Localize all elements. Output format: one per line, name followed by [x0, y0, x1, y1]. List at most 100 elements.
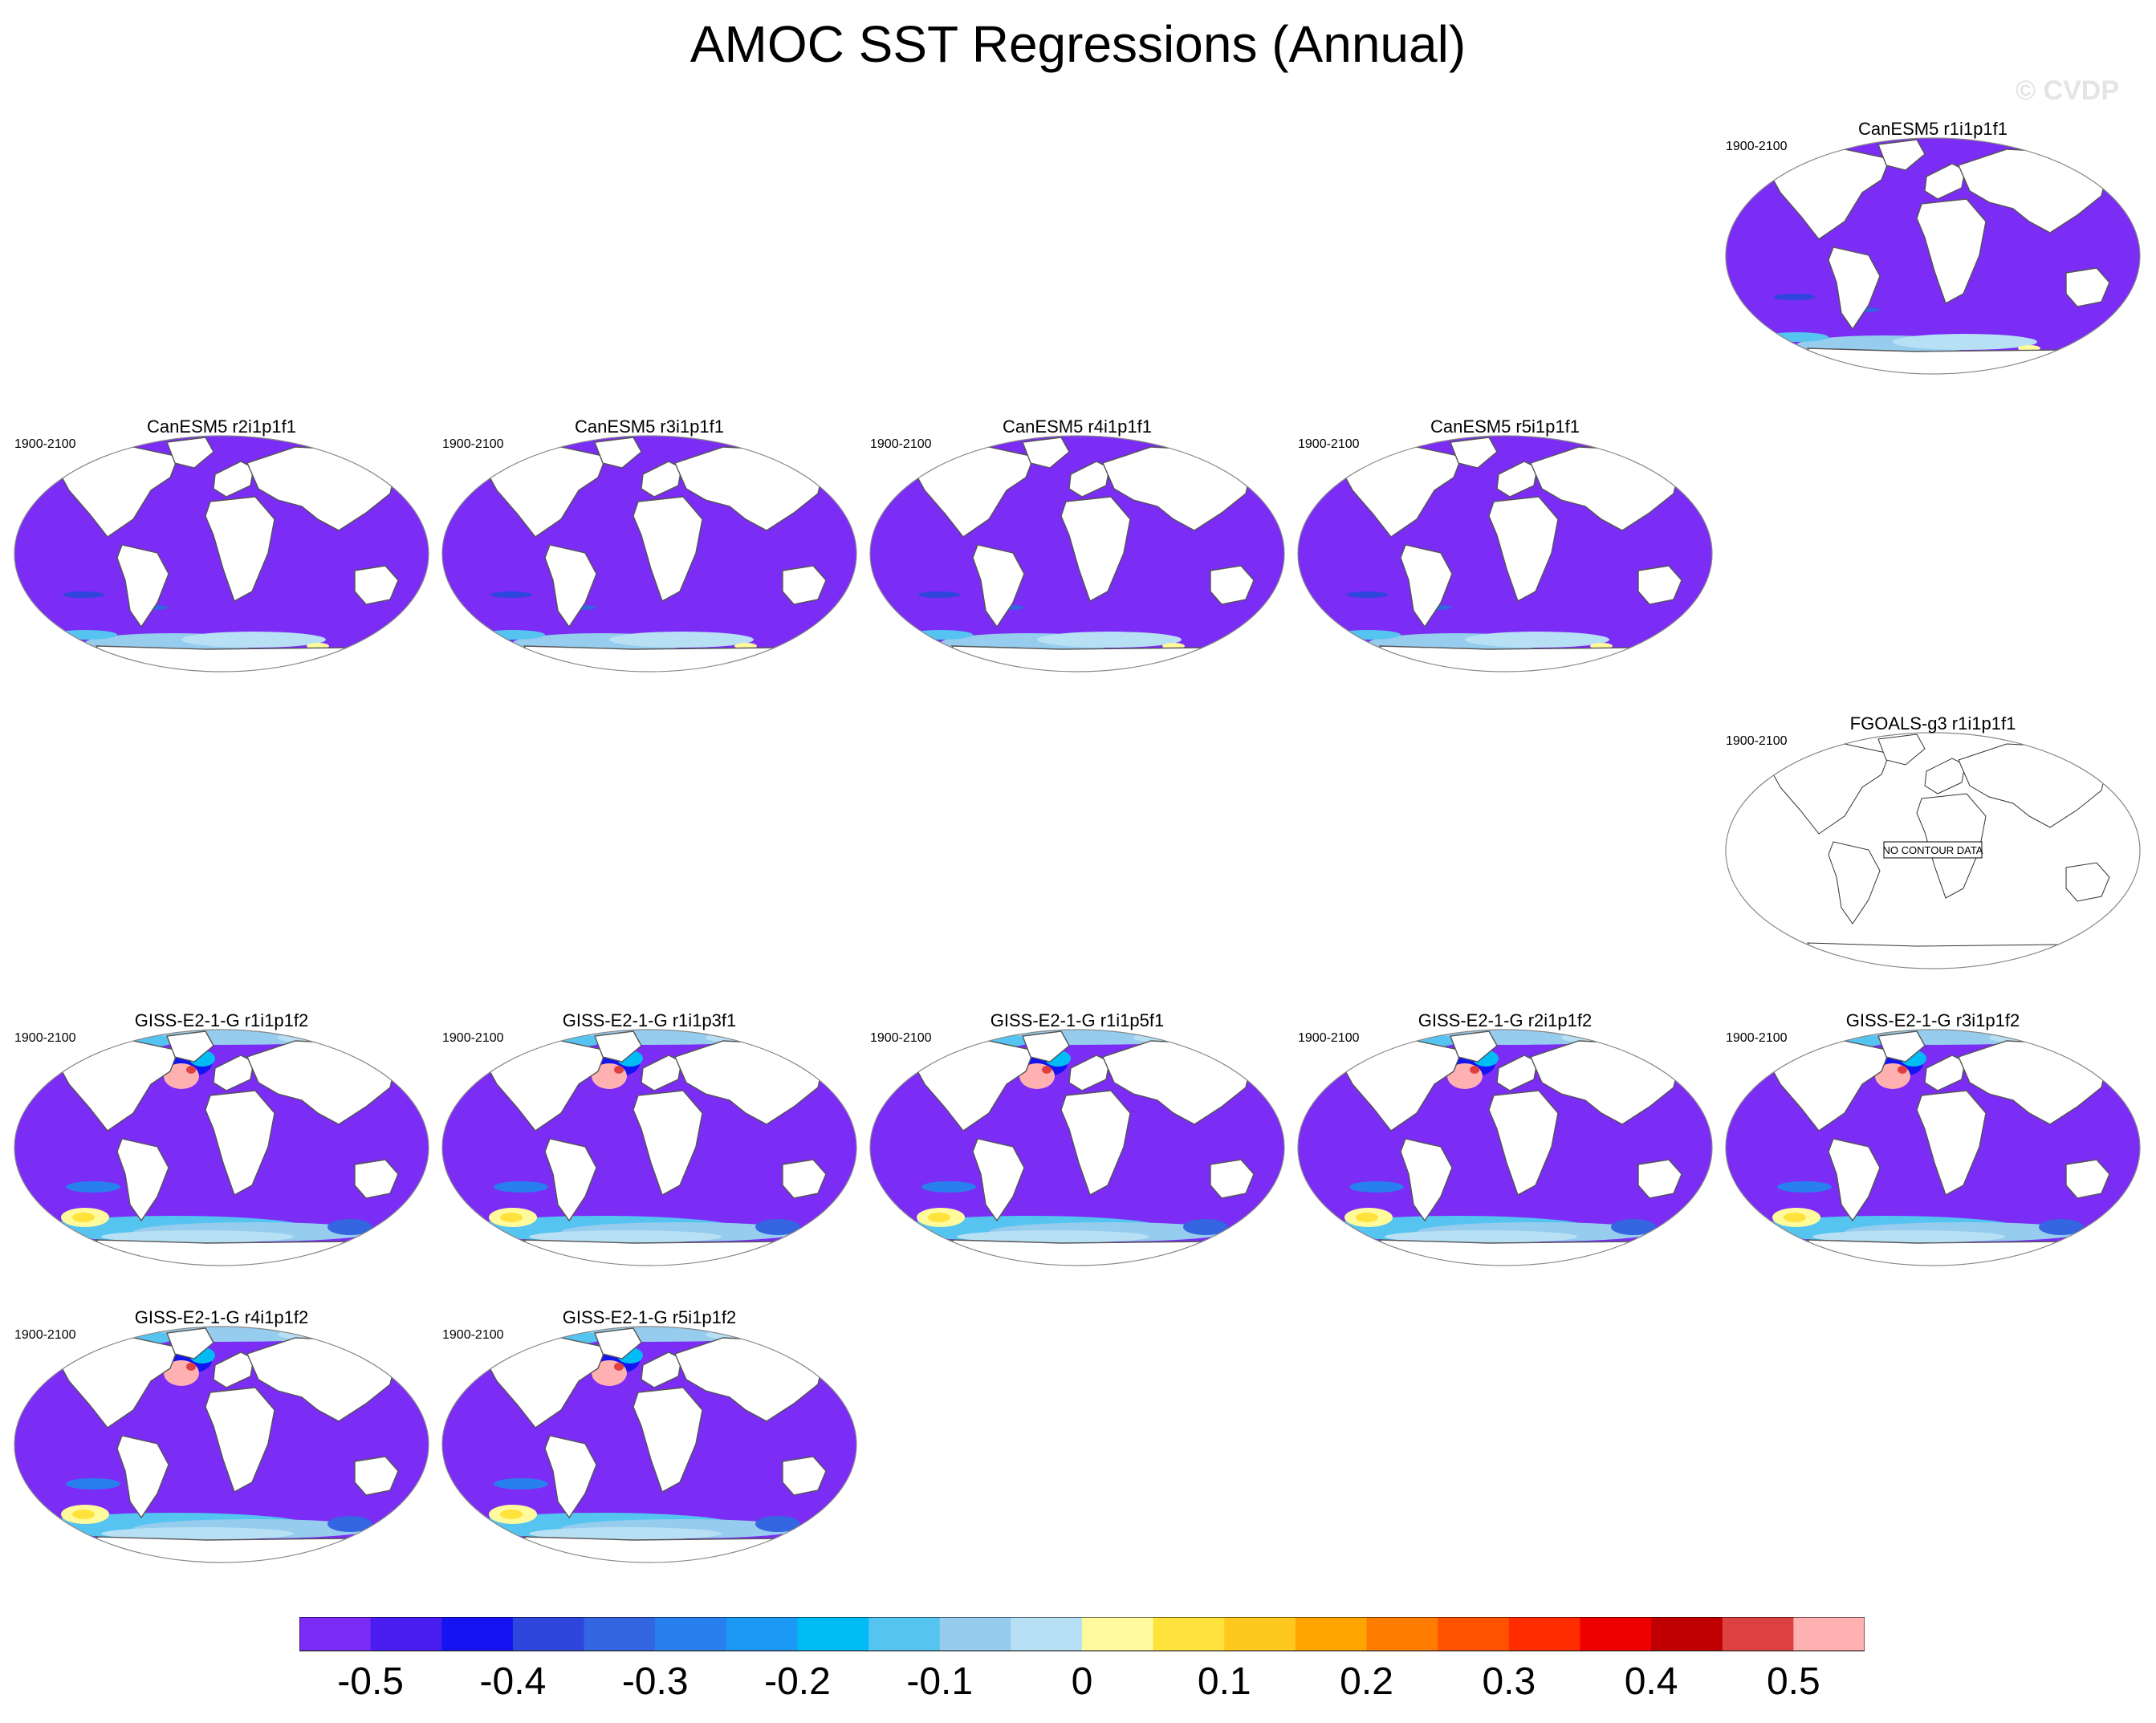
- panel-period: 1900-2100: [14, 1031, 76, 1045]
- land-australia: [354, 565, 399, 605]
- land-australia: [1210, 1159, 1255, 1199]
- sst-anomaly-south-pacific: [1349, 1181, 1404, 1193]
- sst-anomaly-southern-ocean: [1893, 334, 2037, 350]
- land-antarctica: [523, 1239, 819, 1266]
- panel-title: GISS-E2-1-G r2i1p1f2: [1418, 1010, 1593, 1030]
- map-border: [441, 1029, 857, 1266]
- panel-title: GISS-E2-1-G r1i1p1f2: [134, 1010, 309, 1030]
- land-europe: [1924, 758, 1966, 794]
- land-antarctica: [1807, 942, 2102, 969]
- sst-anomaly-south-pacific: [1356, 1213, 1378, 1222]
- land-greenland: [594, 1327, 642, 1359]
- sst-anomaly-north-atlantic-warming: [186, 1363, 196, 1371]
- land-antarctica: [950, 1239, 1247, 1266]
- land-greenland: [1877, 1030, 1926, 1063]
- land-south-america: [116, 1435, 169, 1519]
- map-border: [1725, 732, 2141, 969]
- land-north-america: [486, 1337, 607, 1428]
- sst-anomaly-arctic: [77, 1030, 366, 1045]
- map-content: [1748, 1030, 2110, 1266]
- world-map-plot: [14, 435, 429, 673]
- sst-anomaly-north-atlantic-warming: [1898, 1066, 1907, 1074]
- land-antarctica: [95, 1536, 391, 1562]
- land-antarctica: [1378, 645, 1674, 672]
- land-antarctica: [1806, 347, 2102, 374]
- land-europe: [213, 1351, 254, 1388]
- sst-anomaly-south-pacific: [66, 1478, 120, 1489]
- land-antarctica: [523, 645, 819, 672]
- colorbar-tick-label: 0.1: [1198, 1660, 1251, 1703]
- colorbar-tick-label: 0.2: [1340, 1660, 1393, 1703]
- colorbar-bin: [1580, 1617, 1652, 1651]
- map-panel: GISS-E2-1-G r1i1p1f2 1900-2100: [13, 1010, 430, 1275]
- land-greenland: [166, 1327, 214, 1359]
- map-content: [1320, 1030, 1682, 1266]
- land-antarctica: [1806, 1239, 2102, 1266]
- sst-anomaly-south-pacific: [500, 1510, 523, 1519]
- colorbar: -0.5 -0.4 -0.3 -0.2 -0.1 0 0.1 0.2 0.3 0.4 0.5: [299, 1617, 1865, 1709]
- world-map-plot: [869, 435, 1285, 673]
- sst-anomaly-south-pacific: [500, 1213, 523, 1222]
- sst-anomaly-arctic: [933, 1030, 1222, 1045]
- colorbar-bin: [1508, 1617, 1580, 1651]
- map-content: [465, 1030, 827, 1266]
- land-south-america: [1400, 544, 1453, 628]
- land-australia: [782, 1456, 827, 1496]
- sst-anomaly-southern-ocean: [481, 630, 545, 640]
- land-africa: [633, 1387, 703, 1493]
- panel-period: 1900-2100: [1298, 437, 1360, 451]
- world-map-plot: [1297, 1029, 1713, 1266]
- colorbar-bin: [370, 1617, 442, 1651]
- sst-anomaly-southern-ocean: [1764, 332, 1829, 342]
- colorbar-bin: [655, 1617, 727, 1651]
- land-greenland: [1450, 1030, 1498, 1063]
- map-panel: CanESM5 r2i1p1f1 1900-2100: [13, 417, 430, 681]
- land-greenland: [1450, 437, 1498, 469]
- panel-title: GISS-E2-1-G r3i1p1f2: [1845, 1010, 2020, 1030]
- sst-anomaly-arctic: [505, 1327, 794, 1342]
- land-africa: [1060, 496, 1131, 603]
- sst-anomaly-southern-ocean: [1037, 632, 1182, 648]
- map-content: [1770, 733, 2110, 969]
- sst-anomaly-south-pacific: [327, 1219, 372, 1235]
- panel-title: GISS-E2-1-G r5i1p1f2: [562, 1307, 737, 1327]
- land-north-america: [59, 1040, 179, 1132]
- sst-anomaly-south-pacific: [72, 1510, 95, 1519]
- map-border: [14, 435, 429, 673]
- panel-period: 1900-2100: [14, 437, 76, 451]
- land-africa: [1488, 496, 1559, 603]
- land-south-america: [1828, 246, 1881, 331]
- land-north-america: [1770, 1040, 1890, 1132]
- land-europe: [641, 1055, 682, 1091]
- sst-anomaly-south-pacific: [918, 591, 960, 598]
- land-africa: [1488, 1090, 1559, 1197]
- panel-period: 1900-2100: [870, 1031, 932, 1045]
- colorbar-tick-label: 0: [1072, 1660, 1093, 1703]
- map-border: [14, 1326, 429, 1563]
- sst-anomaly-south-pacific: [1777, 1181, 1832, 1193]
- land-north-america: [486, 1040, 607, 1132]
- map-border: [1297, 435, 1713, 673]
- land-greenland: [1877, 733, 1926, 766]
- panel-period: 1900-2100: [442, 1031, 504, 1045]
- land-australia: [2065, 862, 2110, 902]
- world-map-plot: [1725, 137, 2141, 375]
- map-panel: CanESM5 r5i1p1f1 1900-2100: [1296, 417, 1714, 681]
- sst-anomaly-south-pacific: [490, 591, 532, 598]
- colorbar-bin: [299, 1617, 372, 1651]
- colorbar-bin: [1082, 1617, 1154, 1651]
- sst-anomaly-south-pacific: [327, 1516, 372, 1532]
- panel-title: CanESM5 r3i1p1f1: [575, 417, 724, 437]
- map-panel: GISS-E2-1-G r2i1p1f2 1900-2100: [1296, 1010, 1714, 1275]
- land-south-america: [972, 544, 1025, 628]
- land-north-america: [1770, 148, 1890, 240]
- colorbar-tick-label: -0.3: [622, 1660, 689, 1703]
- land-australia: [2065, 1159, 2110, 1199]
- land-south-america: [972, 1138, 1025, 1222]
- land-europe: [213, 1055, 254, 1091]
- land-australia: [782, 1159, 827, 1199]
- sst-anomaly-north-atlantic-warming: [1470, 1066, 1479, 1074]
- panel-period: 1900-2100: [1298, 1031, 1360, 1045]
- world-map-plot: [1725, 1029, 2141, 1266]
- sst-anomaly-southern-ocean: [1812, 1230, 2005, 1243]
